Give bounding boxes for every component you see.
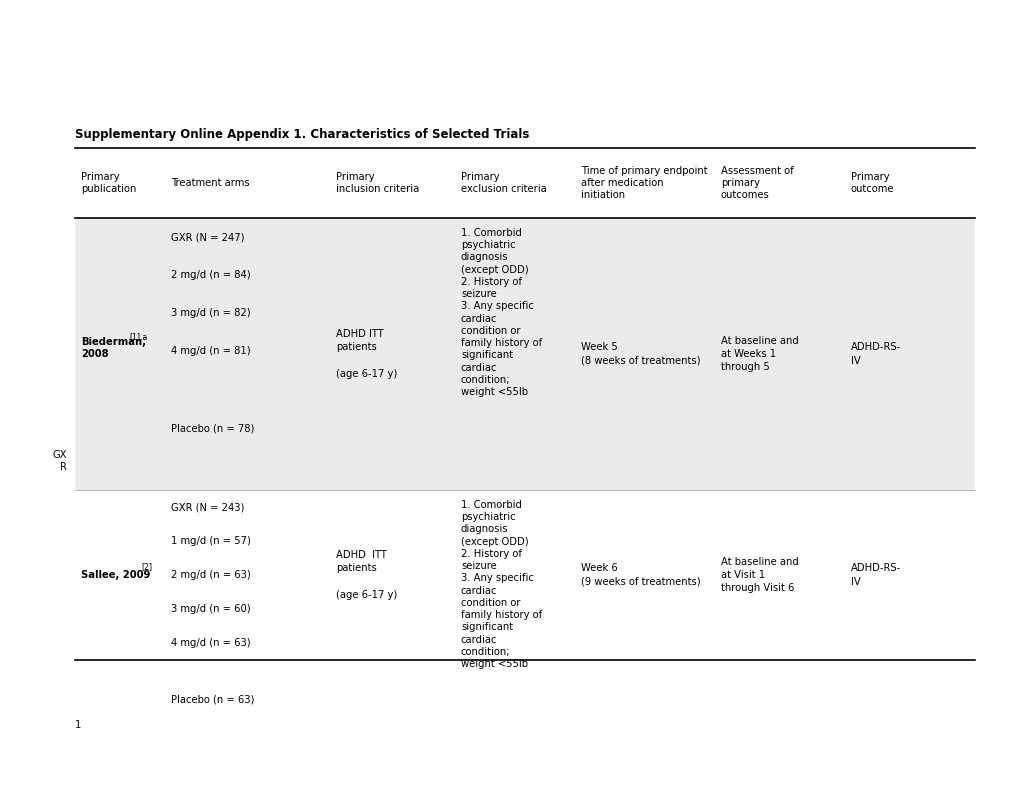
Text: ADHD  ITT
patients

(age 6-17 y): ADHD ITT patients (age 6-17 y) [335,550,396,600]
Text: 4 mg/d (n = 63): 4 mg/d (n = 63) [171,638,251,648]
Text: At baseline and
at Weeks 1
through 5: At baseline and at Weeks 1 through 5 [720,336,798,372]
Text: 1 mg/d (n = 57): 1 mg/d (n = 57) [171,536,251,546]
Text: Week 5
(8 weeks of treatments): Week 5 (8 weeks of treatments) [581,343,700,366]
Text: Biederman,
2008: Biederman, 2008 [81,337,146,359]
Text: Primary
outcome: Primary outcome [850,173,894,194]
Bar [75,218,974,490]
Text: Primary
exclusion criteria: Primary exclusion criteria [461,173,546,194]
Text: Sallee, 2009: Sallee, 2009 [81,570,150,580]
Text: 2 mg/d (n = 84): 2 mg/d (n = 84) [171,270,251,280]
Text: ADHD-RS-
IV: ADHD-RS- IV [850,343,901,366]
Text: Week 6
(9 weeks of treatments): Week 6 (9 weeks of treatments) [581,563,700,586]
Text: ADHD-RS-
IV: ADHD-RS- IV [850,563,901,586]
Text: At baseline and
at Visit 1
through Visit 6: At baseline and at Visit 1 through Visit… [720,557,798,593]
Text: Assessment of
primary
outcomes: Assessment of primary outcomes [720,166,793,199]
Text: [1],a: [1],a [128,333,147,341]
Text: Primary
inclusion criteria: Primary inclusion criteria [335,173,419,194]
Text: GXR (N = 243): GXR (N = 243) [171,502,245,512]
Text: Primary
publication: Primary publication [81,173,137,194]
Text: Placebo (n = 78): Placebo (n = 78) [171,423,254,433]
Text: 1. Comorbid
psychiatric
diagnosis
(except ODD)
2. History of
seizure
3. Any spec: 1. Comorbid psychiatric diagnosis (excep… [461,228,542,397]
Text: GXR (N = 247): GXR (N = 247) [171,232,245,242]
Text: 3 mg/d (n = 82): 3 mg/d (n = 82) [171,308,251,318]
Text: Time of primary endpoint
after medication
initiation: Time of primary endpoint after medicatio… [581,166,707,199]
Bar [75,490,974,660]
Text: 3 mg/d (n = 60): 3 mg/d (n = 60) [171,604,251,614]
Text: 1. Comorbid
psychiatric
diagnosis
(except ODD)
2. History of
seizure
3. Any spec: 1. Comorbid psychiatric diagnosis (excep… [461,500,542,669]
Text: GX
R: GX R [52,451,67,472]
Text: [2]: [2] [141,563,152,571]
Text: 1: 1 [75,720,82,730]
Text: ADHD ITT
patients

(age 6-17 y): ADHD ITT patients (age 6-17 y) [335,329,396,379]
Text: Placebo (n = 63): Placebo (n = 63) [171,695,254,705]
Text: Treatment arms: Treatment arms [171,178,250,188]
Text: Supplementary Online Appendix 1. Characteristics of Selected Trials: Supplementary Online Appendix 1. Charact… [75,128,529,141]
Text: 2 mg/d (n = 63): 2 mg/d (n = 63) [171,570,251,580]
Text: 4 mg/d (n = 81): 4 mg/d (n = 81) [171,346,251,356]
